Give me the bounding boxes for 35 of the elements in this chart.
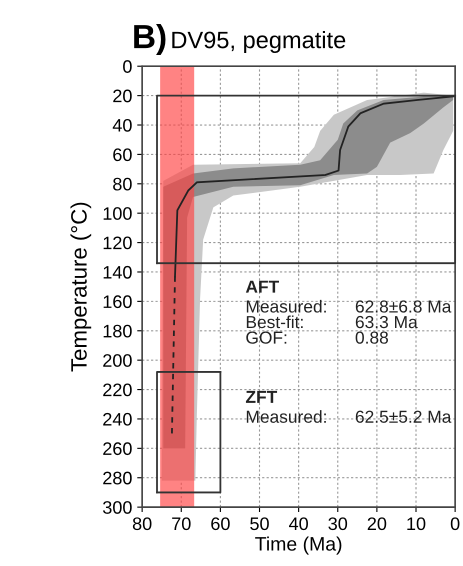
x-tick-label: 20	[368, 517, 386, 530]
y-tick-label: 120	[104, 236, 132, 250]
annotation: ZFT	[246, 390, 278, 403]
y-tick-label: 260	[103, 442, 132, 456]
x-tick-label: 0	[450, 517, 460, 530]
y-tick-label: 100	[104, 207, 132, 220]
x-tick-label: 60	[211, 517, 230, 530]
y-tick-label: 20	[113, 90, 132, 102]
y-tick-label: 140	[104, 266, 132, 279]
y-tick-label: 300	[102, 501, 132, 514]
annotation: 62.5±5.2 Ma	[356, 410, 452, 423]
x-tick-label: 10	[407, 517, 426, 530]
y-tick-label: 240	[103, 412, 132, 426]
annotation: AFT	[246, 280, 279, 293]
y-tick-label: 80	[113, 178, 132, 191]
y-tick-label: 220	[103, 383, 132, 396]
y-tick-label: 60	[113, 148, 132, 162]
x-axis-title: Time (Ma)	[255, 536, 342, 555]
x-tick-label: 40	[289, 517, 308, 530]
chart-subtitle: DV95, pegmatite	[172, 31, 346, 54]
chart-title: B)	[134, 24, 166, 56]
x-tick-label: 70	[172, 517, 191, 530]
y-tick-label: 160	[104, 295, 132, 308]
y-tick-label: 280	[103, 472, 132, 484]
x-tick-label: 30	[328, 517, 348, 530]
y-tick-label: 40	[112, 118, 132, 132]
y-axis-title: Temperature (°C)	[70, 202, 92, 372]
x-tick-label: 50	[250, 517, 269, 530]
annotation: Measured:	[246, 410, 326, 423]
annotation: 62.8±6.8 Ma 63.3 Ma 0.88	[356, 300, 452, 344]
y-tick-label: 180	[104, 324, 132, 338]
y-tick-label: 200	[103, 354, 132, 367]
x-tick-label: 80	[132, 517, 152, 530]
y-tick-label: 0	[123, 60, 132, 73]
annotation: Measured: Best-fit: GOF:	[246, 300, 326, 344]
